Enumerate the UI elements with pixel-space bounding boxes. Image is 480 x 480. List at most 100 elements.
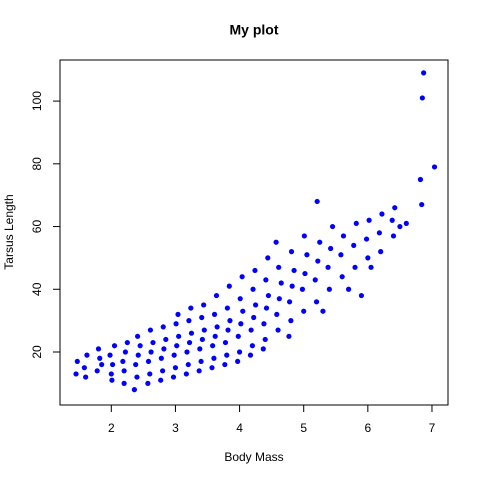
point bbox=[262, 336, 268, 343]
point bbox=[274, 311, 280, 317]
point bbox=[222, 361, 228, 368]
point bbox=[238, 321, 244, 327]
point bbox=[197, 346, 203, 352]
point bbox=[315, 258, 321, 264]
point bbox=[196, 368, 202, 374]
point bbox=[94, 368, 100, 374]
point bbox=[317, 239, 323, 245]
point bbox=[73, 371, 79, 377]
point bbox=[172, 365, 179, 371]
point bbox=[251, 314, 257, 321]
point bbox=[329, 223, 336, 230]
point bbox=[95, 346, 102, 352]
point bbox=[131, 387, 137, 393]
point bbox=[137, 343, 143, 349]
point bbox=[222, 339, 229, 346]
point bbox=[198, 358, 204, 365]
point bbox=[431, 164, 438, 170]
point bbox=[183, 371, 189, 377]
point bbox=[173, 321, 179, 327]
point bbox=[278, 280, 284, 286]
point bbox=[320, 308, 326, 314]
point bbox=[237, 296, 243, 302]
point bbox=[353, 220, 359, 227]
point bbox=[390, 233, 397, 239]
plot-box bbox=[59, 59, 449, 406]
point bbox=[199, 336, 205, 343]
point bbox=[224, 352, 230, 358]
point bbox=[247, 352, 254, 358]
point bbox=[302, 270, 308, 277]
point bbox=[276, 296, 282, 302]
point bbox=[188, 330, 195, 336]
point bbox=[289, 283, 295, 289]
point bbox=[236, 349, 243, 355]
point bbox=[379, 211, 385, 217]
y-tick-label: 60 bbox=[30, 220, 44, 234]
point bbox=[299, 286, 306, 292]
point bbox=[74, 358, 80, 365]
point bbox=[121, 368, 127, 374]
point bbox=[160, 324, 166, 330]
point bbox=[158, 377, 164, 383]
point bbox=[214, 324, 220, 330]
point bbox=[111, 343, 118, 349]
point bbox=[81, 365, 87, 371]
point bbox=[286, 333, 292, 339]
point bbox=[185, 361, 191, 368]
point bbox=[121, 380, 127, 386]
point bbox=[340, 233, 347, 239]
point bbox=[312, 277, 318, 283]
point bbox=[135, 333, 141, 339]
y-axis-label: Tarsus Length bbox=[2, 194, 16, 269]
point bbox=[212, 333, 218, 339]
point bbox=[145, 358, 152, 365]
point bbox=[275, 327, 281, 333]
point bbox=[301, 308, 307, 314]
point bbox=[248, 327, 254, 333]
x-tick-label: 2 bbox=[108, 421, 115, 435]
point bbox=[365, 255, 371, 261]
point bbox=[253, 302, 259, 308]
point bbox=[83, 374, 89, 380]
point bbox=[328, 245, 334, 252]
point bbox=[107, 352, 113, 358]
point bbox=[133, 361, 139, 368]
point bbox=[288, 249, 295, 255]
point bbox=[171, 352, 177, 358]
point bbox=[417, 176, 424, 183]
point bbox=[265, 292, 272, 299]
point bbox=[147, 371, 153, 377]
point bbox=[338, 252, 344, 258]
point bbox=[120, 358, 126, 365]
point bbox=[301, 233, 307, 239]
point bbox=[209, 365, 215, 371]
point bbox=[421, 70, 427, 76]
point bbox=[273, 239, 279, 245]
point bbox=[176, 333, 182, 339]
point bbox=[378, 249, 384, 255]
point bbox=[351, 242, 357, 248]
point bbox=[358, 292, 365, 299]
point bbox=[240, 308, 246, 314]
point bbox=[158, 355, 164, 361]
point bbox=[304, 252, 310, 258]
point bbox=[210, 343, 216, 349]
point bbox=[186, 339, 193, 346]
point bbox=[99, 361, 105, 368]
x-tick-label: 7 bbox=[429, 421, 436, 435]
x-tick-label: 6 bbox=[364, 421, 371, 435]
point bbox=[263, 305, 270, 311]
x-tick-label: 4 bbox=[236, 421, 243, 435]
point bbox=[235, 358, 241, 365]
point bbox=[161, 346, 167, 352]
point bbox=[363, 236, 370, 242]
y-tick-label: 20 bbox=[30, 345, 44, 359]
point bbox=[235, 333, 241, 339]
point bbox=[263, 277, 269, 283]
point bbox=[124, 339, 130, 346]
point bbox=[84, 352, 90, 358]
point bbox=[326, 286, 332, 292]
point bbox=[160, 368, 166, 374]
